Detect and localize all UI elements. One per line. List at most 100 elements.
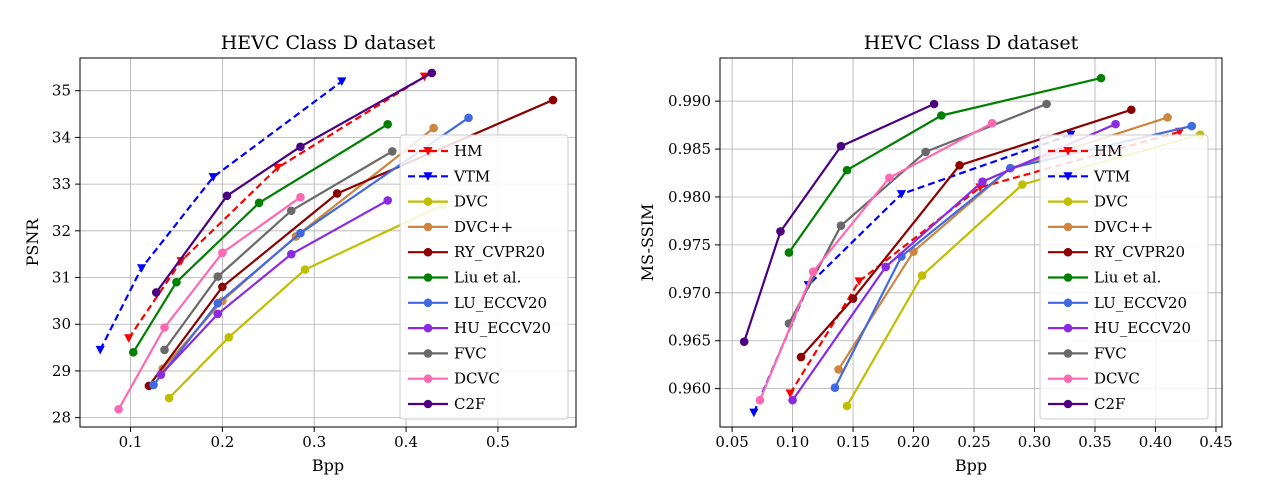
y-tick-label: 32 (52, 222, 71, 240)
series-line (161, 127, 435, 370)
data-point (929, 99, 939, 109)
data-point (808, 267, 818, 277)
chart-title: HEVC Class D dataset (221, 32, 436, 54)
data-point (784, 248, 794, 257)
data-point (1111, 119, 1120, 129)
legend-box (1039, 134, 1209, 420)
x-tick-label: 0.45 (1199, 433, 1232, 451)
legend-item: Liu et al. (1048, 269, 1161, 287)
legend-item: HU_ECCV20 (1048, 319, 1191, 337)
data-point (296, 142, 305, 152)
axes-frame (719, 57, 1223, 428)
x-tick-label: 0.1 (119, 433, 143, 451)
legend-item: FVC (408, 344, 487, 362)
series-hu-eccv20 (156, 196, 393, 379)
series-line (152, 116, 470, 386)
data-point (885, 173, 894, 183)
series-line (127, 75, 425, 339)
data-point (836, 221, 846, 231)
legend-label: HM (1094, 142, 1122, 160)
legend-item: RY_CVPR20 (1048, 243, 1185, 261)
chart-title: HEVC Class D dataset (864, 32, 1079, 54)
series-line (155, 71, 433, 294)
data-point (842, 401, 852, 411)
legend-label: HM (454, 142, 482, 160)
series-lu-eccv20 (149, 113, 473, 390)
legend-label: DCVC (454, 370, 500, 388)
legend-marker (423, 247, 433, 257)
x-tick-label: 0.25 (957, 433, 990, 451)
legend-marker (1063, 323, 1073, 333)
data-point (830, 383, 840, 393)
y-tick-label: 0.990 (668, 92, 711, 110)
series-line (787, 102, 1048, 325)
series-dcvc (114, 192, 305, 414)
legend-label: HU_ECCV20 (1094, 319, 1191, 337)
data-point (224, 333, 234, 342)
data-point (836, 141, 846, 151)
legend-marker (1063, 349, 1073, 358)
legend-label: DVC++ (454, 218, 513, 236)
legend-marker (1063, 147, 1073, 156)
data-point (208, 173, 218, 182)
legend-item: DVC (408, 193, 488, 211)
x-axis-label: Bpp (955, 456, 987, 475)
x-tick-label: 0.40 (1139, 433, 1172, 451)
series-dvc (164, 200, 448, 403)
legend-item: C2F (1048, 395, 1125, 413)
legend-marker (423, 349, 433, 358)
data-point (896, 190, 907, 199)
data-point (464, 113, 473, 123)
legend-item: C2F (408, 395, 485, 413)
y-tick-label: 0.975 (668, 236, 711, 254)
data-point (749, 408, 759, 418)
x-tick-label: 0.20 (897, 433, 930, 451)
legend-label: LU_ECCV20 (1094, 294, 1187, 312)
legend-marker (1063, 247, 1073, 257)
data-point (128, 347, 138, 357)
legend-marker (423, 273, 433, 282)
x-tick-label: 0.3 (302, 433, 326, 451)
legend-marker (1063, 172, 1073, 181)
legend-marker (1063, 399, 1073, 409)
series-dvc- (158, 123, 438, 373)
legend-marker (423, 222, 433, 232)
data-point (124, 334, 134, 343)
series-line (752, 133, 1072, 414)
data-point (156, 370, 166, 379)
legend-marker (1063, 197, 1073, 206)
legend-marker (423, 197, 433, 206)
series-c2f (739, 99, 939, 346)
data-point (286, 249, 296, 259)
series-line (159, 199, 389, 376)
data-point (788, 395, 797, 405)
y-tick-label: 31 (52, 269, 71, 287)
legend-marker (423, 399, 433, 409)
series-line (758, 122, 993, 401)
legend-marker (1063, 298, 1073, 308)
legend: HM VTM DVC DVC++ RY_CVPR20 Liu et al. LU_ECCV2… (1039, 134, 1209, 420)
series-dcvc (755, 118, 997, 405)
legend-label: C2F (1094, 395, 1125, 413)
data-point (222, 191, 232, 201)
data-point (136, 264, 147, 273)
legend-label: RY_CVPR20 (454, 243, 545, 261)
data-point (149, 380, 158, 390)
data-point (160, 323, 169, 332)
legend-label: DVC (454, 193, 488, 211)
data-point (842, 165, 852, 175)
legend-item: DCVC (408, 370, 500, 388)
y-tick-label: 30 (52, 315, 71, 333)
legend-label: FVC (1094, 344, 1127, 362)
legend-marker (1063, 374, 1073, 384)
legend-marker (423, 374, 433, 384)
data-point (881, 262, 891, 272)
data-point (296, 228, 305, 238)
series-liu-et-al- (128, 120, 393, 357)
y-tick-label: 0.980 (668, 188, 711, 206)
legend-item: DVC++ (408, 218, 513, 236)
data-point (218, 248, 227, 258)
data-point (834, 365, 843, 374)
data-point (854, 277, 864, 286)
